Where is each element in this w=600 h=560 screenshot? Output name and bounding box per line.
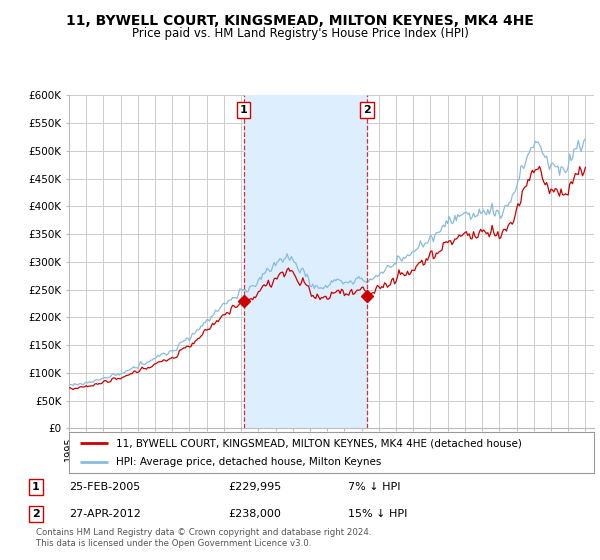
Text: £238,000: £238,000: [228, 509, 281, 519]
Text: 2: 2: [32, 509, 40, 519]
Text: 15% ↓ HPI: 15% ↓ HPI: [348, 509, 407, 519]
Text: 7% ↓ HPI: 7% ↓ HPI: [348, 482, 401, 492]
Text: 27-APR-2012: 27-APR-2012: [69, 509, 141, 519]
Text: 11, BYWELL COURT, KINGSMEAD, MILTON KEYNES, MK4 4HE (detached house): 11, BYWELL COURT, KINGSMEAD, MILTON KEYN…: [116, 438, 522, 448]
Text: 25-FEB-2005: 25-FEB-2005: [69, 482, 140, 492]
Text: 1: 1: [240, 105, 248, 115]
Text: 11, BYWELL COURT, KINGSMEAD, MILTON KEYNES, MK4 4HE: 11, BYWELL COURT, KINGSMEAD, MILTON KEYN…: [66, 14, 534, 28]
Text: 1: 1: [32, 482, 40, 492]
Text: 2: 2: [363, 105, 371, 115]
Text: £229,995: £229,995: [228, 482, 281, 492]
Text: Contains HM Land Registry data © Crown copyright and database right 2024.
This d: Contains HM Land Registry data © Crown c…: [36, 528, 371, 548]
Bar: [244, 95, 367, 428]
Text: Price paid vs. HM Land Registry's House Price Index (HPI): Price paid vs. HM Land Registry's House …: [131, 27, 469, 40]
Text: HPI: Average price, detached house, Milton Keynes: HPI: Average price, detached house, Milt…: [116, 457, 382, 466]
